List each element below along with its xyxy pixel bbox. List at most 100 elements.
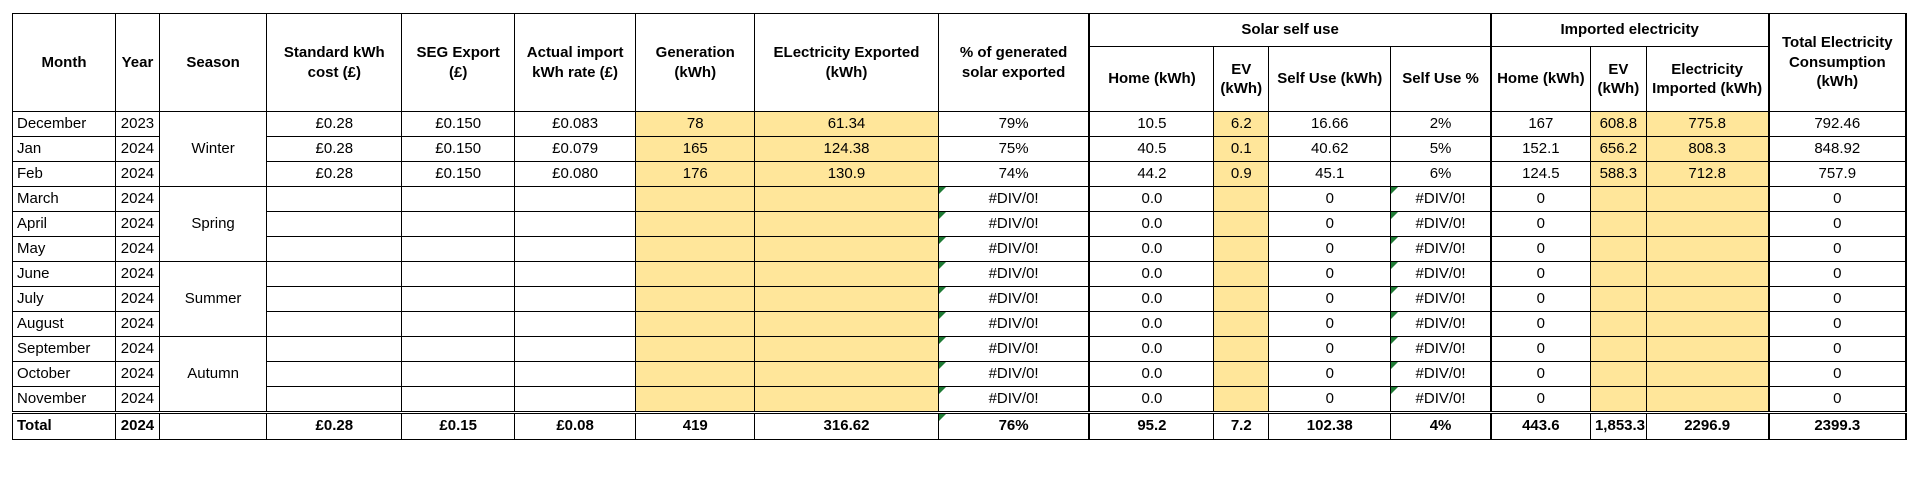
- cell-imported-total[interactable]: [1645, 311, 1770, 337]
- cell-exported[interactable]: [754, 236, 939, 262]
- cell-imported-home[interactable]: 0: [1490, 336, 1591, 362]
- cell-generation[interactable]: 419: [635, 411, 756, 440]
- cell-self-use-pct[interactable]: #DIV/0!: [1390, 386, 1492, 413]
- cell-self-use[interactable]: 0: [1268, 261, 1392, 287]
- cell-year[interactable]: 2024: [114, 211, 160, 237]
- cell-self-use[interactable]: 0: [1268, 386, 1392, 413]
- cell-std-cost[interactable]: [266, 236, 403, 262]
- cell-pct-exported[interactable]: #DIV/0!: [937, 386, 1090, 413]
- cell-year[interactable]: 2024: [114, 261, 160, 287]
- cell-year[interactable]: 2024: [114, 386, 160, 413]
- cell-solar-ev[interactable]: [1213, 286, 1270, 312]
- cell-solar-home[interactable]: 0.0: [1088, 236, 1215, 262]
- cell-solar-home[interactable]: 44.2: [1088, 161, 1215, 187]
- cell-solar-ev[interactable]: [1213, 336, 1270, 362]
- cell-solar-home[interactable]: 40.5: [1088, 136, 1215, 162]
- cell-year[interactable]: 2024: [114, 411, 160, 440]
- cell-imported-home[interactable]: 0: [1490, 386, 1591, 413]
- cell-seg-export[interactable]: [401, 386, 515, 413]
- header-group-solar-self-use[interactable]: Solar self use: [1088, 13, 1492, 47]
- cell-import-rate[interactable]: [513, 236, 637, 262]
- cell-solar-home[interactable]: 0.0: [1088, 311, 1215, 337]
- cell-solar-home[interactable]: 0.0: [1088, 211, 1215, 237]
- cell-exported[interactable]: [754, 211, 939, 237]
- cell-imported-total[interactable]: 775.8: [1645, 111, 1770, 137]
- cell-self-use[interactable]: 102.38: [1268, 411, 1392, 440]
- cell-imported-home[interactable]: 0: [1490, 186, 1591, 212]
- cell-std-cost[interactable]: [266, 261, 403, 287]
- header-electricity-imported[interactable]: Electricity Imported (kWh): [1645, 46, 1770, 112]
- cell-solar-home[interactable]: 10.5: [1088, 111, 1215, 137]
- cell-exported[interactable]: 130.9: [754, 161, 939, 187]
- cell-std-cost[interactable]: [266, 336, 403, 362]
- cell-year[interactable]: 2023: [114, 111, 160, 137]
- cell-generation[interactable]: [635, 336, 756, 362]
- cell-solar-ev[interactable]: [1213, 386, 1270, 413]
- cell-imported-home[interactable]: 167: [1490, 111, 1591, 137]
- cell-std-cost[interactable]: [266, 361, 403, 387]
- cell-seg-export[interactable]: £0.150: [401, 136, 515, 162]
- cell-import-rate[interactable]: [513, 361, 637, 387]
- header-seg-export[interactable]: SEG Export (£): [401, 13, 515, 112]
- cell-self-use-pct[interactable]: #DIV/0!: [1390, 186, 1492, 212]
- cell-self-use-pct[interactable]: 4%: [1390, 411, 1492, 440]
- cell-generation[interactable]: 78: [635, 111, 756, 137]
- cell-self-use-pct[interactable]: #DIV/0!: [1390, 336, 1492, 362]
- cell-self-use-pct[interactable]: #DIV/0!: [1390, 261, 1492, 287]
- cell-imported-total[interactable]: 2296.9: [1645, 411, 1770, 440]
- cell-month[interactable]: April: [12, 211, 116, 237]
- cell-import-rate[interactable]: [513, 261, 637, 287]
- cell-generation[interactable]: [635, 236, 756, 262]
- cell-pct-exported[interactable]: #DIV/0!: [937, 261, 1090, 287]
- cell-imported-ev[interactable]: 608.8: [1589, 111, 1647, 137]
- cell-year[interactable]: 2024: [114, 361, 160, 387]
- cell-year[interactable]: 2024: [114, 311, 160, 337]
- cell-imported-total[interactable]: [1645, 211, 1770, 237]
- cell-month[interactable]: June: [12, 261, 116, 287]
- cell-pct-exported[interactable]: 75%: [937, 136, 1090, 162]
- cell-generation[interactable]: [635, 361, 756, 387]
- cell-std-cost[interactable]: [266, 311, 403, 337]
- cell-exported[interactable]: [754, 386, 939, 413]
- cell-imported-ev[interactable]: [1589, 236, 1647, 262]
- cell-generation[interactable]: 176: [635, 161, 756, 187]
- cell-imported-total[interactable]: [1645, 336, 1770, 362]
- header-self-use[interactable]: Self Use (kWh): [1268, 46, 1392, 112]
- cell-solar-home[interactable]: 0.0: [1088, 336, 1215, 362]
- cell-self-use[interactable]: 0: [1268, 236, 1392, 262]
- cell-total-consumption[interactable]: 0: [1768, 386, 1908, 413]
- cell-pct-exported[interactable]: #DIV/0!: [937, 336, 1090, 362]
- cell-imported-home[interactable]: 0: [1490, 261, 1591, 287]
- cell-solar-ev[interactable]: [1213, 186, 1270, 212]
- cell-exported[interactable]: [754, 361, 939, 387]
- cell-imported-total[interactable]: [1645, 361, 1770, 387]
- cell-generation[interactable]: 165: [635, 136, 756, 162]
- cell-season[interactable]: Summer: [158, 261, 268, 337]
- cell-std-cost[interactable]: £0.28: [266, 161, 403, 187]
- cell-imported-ev[interactable]: [1589, 286, 1647, 312]
- cell-imported-home[interactable]: 443.6: [1490, 411, 1591, 440]
- cell-year[interactable]: 2024: [114, 336, 160, 362]
- cell-imported-ev[interactable]: [1589, 211, 1647, 237]
- cell-pct-exported[interactable]: #DIV/0!: [937, 186, 1090, 212]
- cell-self-use-pct[interactable]: #DIV/0!: [1390, 286, 1492, 312]
- header-imported-home[interactable]: Home (kWh): [1490, 46, 1591, 112]
- header-season[interactable]: Season: [158, 13, 268, 112]
- cell-generation[interactable]: [635, 261, 756, 287]
- cell-solar-home[interactable]: 0.0: [1088, 186, 1215, 212]
- cell-std-cost[interactable]: £0.28: [266, 111, 403, 137]
- cell-season[interactable]: Autumn: [158, 336, 268, 413]
- cell-solar-ev[interactable]: [1213, 311, 1270, 337]
- cell-seg-export[interactable]: £0.150: [401, 161, 515, 187]
- header-year[interactable]: Year: [114, 13, 160, 112]
- cell-imported-total[interactable]: [1645, 261, 1770, 287]
- cell-self-use[interactable]: 0: [1268, 311, 1392, 337]
- cell-solar-ev[interactable]: 0.9: [1213, 161, 1270, 187]
- cell-imported-ev[interactable]: 656.2: [1589, 136, 1647, 162]
- cell-generation[interactable]: [635, 286, 756, 312]
- cell-self-use-pct[interactable]: 6%: [1390, 161, 1492, 187]
- cell-self-use-pct[interactable]: #DIV/0!: [1390, 361, 1492, 387]
- cell-month[interactable]: July: [12, 286, 116, 312]
- cell-pct-exported[interactable]: #DIV/0!: [937, 311, 1090, 337]
- cell-self-use[interactable]: 0: [1268, 361, 1392, 387]
